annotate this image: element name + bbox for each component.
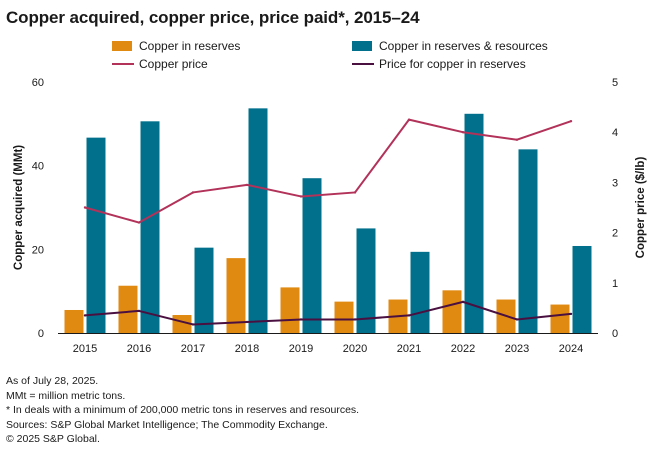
legend-label-0: Copper in reserves	[139, 39, 240, 53]
y2-tick-2: 2	[612, 228, 618, 240]
point-price-reserves-2015	[83, 314, 87, 317]
point-price-reserves-2018	[245, 320, 249, 324]
bar-reserves-2018	[226, 258, 246, 333]
point-price-reserves-2017	[191, 323, 195, 326]
point-copper-price-2018	[245, 183, 249, 187]
x-tick-2021: 2021	[397, 343, 421, 355]
bar-reserves-2024	[550, 304, 570, 333]
x-tick-2022: 2022	[451, 343, 475, 355]
bar-reserves-resources-2020	[356, 228, 376, 333]
point-copper-price-2017	[191, 191, 195, 194]
bar-reserves-resources-2019	[302, 178, 322, 333]
y-axis-title: Copper acquired (MMt)	[13, 145, 25, 270]
bar-reserves-2016	[118, 285, 138, 333]
point-copper-price-2023	[515, 138, 519, 141]
bar-reserves-resources-2021	[410, 251, 430, 333]
point-copper-price-2020	[353, 191, 357, 194]
bar-reserves-resources-2022	[464, 113, 484, 333]
bar-reserves-resources-2024	[572, 245, 592, 333]
bar-reserves-resources-2016	[140, 121, 160, 333]
point-copper-price-2019	[299, 195, 303, 198]
legend-label-3: Price for copper in reserves	[379, 57, 526, 71]
point-price-reserves-2024	[569, 312, 573, 316]
point-copper-price-2016	[137, 221, 141, 224]
y-tick-0: 0	[38, 328, 44, 340]
y2-axis-title: Copper price ($/lb)	[635, 157, 647, 259]
bar-reserves-2020	[334, 301, 354, 333]
bar-reserves-resources-2018	[248, 108, 268, 333]
y-tick-20: 20	[32, 244, 44, 256]
x-tick-2016: 2016	[127, 343, 151, 355]
legend-swatch-0	[112, 41, 132, 51]
chart-canvas: Copper in reserves Copper in reserves & r…	[13, 39, 647, 355]
note-deals: * In deals with a minimum of 200,000 met…	[6, 404, 360, 416]
x-tick-2018: 2018	[235, 343, 259, 355]
x-tick-2015: 2015	[73, 343, 97, 355]
bar-reserves-resources-2017	[194, 247, 214, 333]
y2-tick-5: 5	[612, 77, 618, 89]
y2-tick-0: 0	[612, 328, 618, 340]
note-copyright: © 2025 S&P Global.	[6, 433, 100, 445]
line-copper-price	[84, 118, 572, 224]
point-price-reserves-2023	[515, 318, 519, 321]
x-tick-2024: 2024	[559, 343, 583, 355]
bar-reserves-2022	[442, 290, 462, 333]
point-copper-price-2022	[461, 131, 465, 134]
point-price-reserves-2020	[353, 318, 357, 321]
bar-reserves-2019	[280, 287, 300, 333]
bar-reserves-resources-2015	[86, 137, 106, 333]
y2-tick-1: 1	[612, 278, 618, 290]
footnotes: As of July 28, 2025. MMt = million metri…	[6, 374, 359, 447]
y2-tick-3: 3	[612, 177, 618, 189]
point-copper-price-2021	[407, 118, 411, 121]
x-tick-2020: 2020	[343, 343, 367, 355]
legend-label-1: Copper in reserves & resources	[379, 39, 548, 53]
line-layer	[83, 118, 573, 326]
x-tick-2019: 2019	[289, 343, 313, 355]
note-date: As of July 28, 2025.	[6, 375, 99, 387]
point-price-reserves-2019	[299, 318, 303, 321]
x-tick-2017: 2017	[181, 343, 205, 355]
line-price-reserves	[84, 300, 572, 326]
legend: Copper in reserves Copper in reserves & r…	[112, 39, 548, 71]
chart-title: Copper acquired, copper price, price pai…	[6, 8, 420, 27]
x-tick-2023: 2023	[505, 343, 529, 355]
bar-reserves-resources-2023	[518, 149, 538, 333]
point-copper-price-2015	[83, 206, 87, 209]
axes: 2015 2016 2017 2018 2019 2020 2021 2022 2023 2024…	[13, 77, 647, 355]
y-tick-60: 60	[32, 77, 44, 89]
point-price-reserves-2021	[407, 314, 411, 317]
note-sources: Sources: S&P Global Market Intelligence;…	[6, 418, 328, 431]
bar-reserves-2015	[64, 309, 84, 333]
point-price-reserves-2016	[137, 309, 141, 313]
point-copper-price-2024	[569, 119, 573, 123]
legend-label-2: Copper price	[139, 57, 208, 71]
y-tick-40: 40	[32, 161, 44, 173]
note-units: MMt = million metric tons.	[6, 389, 126, 402]
y2-tick-4: 4	[612, 127, 618, 139]
legend-swatch-1	[352, 41, 372, 51]
point-price-reserves-2022	[461, 300, 465, 304]
